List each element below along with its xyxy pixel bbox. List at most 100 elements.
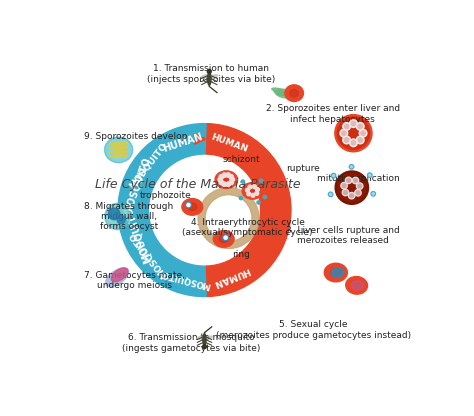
Text: MOSQUITO: MOSQUITO [123,156,153,215]
Circle shape [335,115,372,152]
Ellipse shape [109,155,128,158]
Circle shape [248,185,252,189]
Text: mitotic replication: mitotic replication [317,173,400,183]
Ellipse shape [105,137,133,163]
Circle shape [333,175,335,177]
Text: 3. Liver cells rupture and
merozoites released: 3. Liver cells rupture and merozoites re… [286,226,400,245]
Circle shape [346,178,350,182]
Text: 4. Intraerythrocytic cycle
(asexual/symptomatic cycle): 4. Intraerythrocytic cycle (asexual/symp… [182,218,313,238]
Ellipse shape [205,336,212,339]
Circle shape [226,182,230,186]
Circle shape [251,193,255,197]
Circle shape [117,215,125,224]
Ellipse shape [278,89,290,93]
Ellipse shape [111,268,128,282]
Circle shape [342,189,349,196]
Circle shape [361,131,365,136]
Circle shape [202,345,206,349]
Circle shape [229,175,233,179]
Circle shape [335,171,368,204]
Circle shape [348,193,355,199]
Ellipse shape [352,281,363,290]
Text: trophozoite: trophozoite [140,191,191,200]
Circle shape [343,123,350,130]
Circle shape [229,180,233,185]
Text: MOSQUITO: MOSQUITO [128,141,169,191]
Ellipse shape [285,85,303,102]
Text: HUMAN: HUMAN [211,265,251,287]
Circle shape [367,173,372,178]
Ellipse shape [352,281,362,289]
Ellipse shape [248,187,257,195]
Text: Life Cycle of the Malaria Parasite: Life Cycle of the Malaria Parasite [95,178,301,191]
Wedge shape [207,124,291,297]
Circle shape [351,121,356,126]
Circle shape [356,123,364,130]
Circle shape [186,202,191,208]
Ellipse shape [109,151,128,154]
Circle shape [226,173,230,177]
Circle shape [218,177,222,182]
Ellipse shape [346,277,367,294]
Circle shape [224,236,227,239]
Circle shape [109,208,120,220]
Circle shape [342,131,346,136]
Circle shape [219,175,224,179]
Circle shape [350,194,354,198]
Ellipse shape [182,198,203,215]
Ellipse shape [274,91,285,95]
Circle shape [246,188,249,192]
Text: 8. Migrates through
midgut wall,
forms oocyst: 8. Migrates through midgut wall, forms o… [84,202,173,231]
Ellipse shape [221,176,231,183]
Wedge shape [118,124,208,297]
Ellipse shape [213,230,234,247]
Circle shape [359,129,367,137]
Text: 5. Sexual cycle
(merozoites produce gametocytes instead): 5. Sexual cycle (merozoites produce game… [216,320,411,340]
Ellipse shape [106,268,128,287]
Circle shape [341,183,347,189]
Circle shape [187,203,190,207]
Circle shape [260,179,263,182]
Ellipse shape [276,93,287,98]
Ellipse shape [219,235,228,243]
Circle shape [343,136,350,144]
Text: 7. Gametocytes mate,
undergo meiosis: 7. Gametocytes mate, undergo meiosis [84,271,185,290]
Text: 6. Transmission to mosquito
(ingests gametocytes via bite): 6. Transmission to mosquito (ingests gam… [122,333,261,353]
Circle shape [247,192,251,196]
Circle shape [351,166,353,168]
Circle shape [222,173,227,177]
Circle shape [372,193,374,195]
Ellipse shape [188,203,197,210]
Circle shape [338,173,366,202]
Ellipse shape [210,75,218,78]
Text: 2. Sporozoites enter liver and
infect hepatocytes: 2. Sporozoites enter liver and infect he… [266,104,400,124]
Circle shape [255,191,259,195]
Circle shape [369,174,371,176]
Ellipse shape [331,268,341,277]
Circle shape [352,177,359,184]
Wedge shape [198,188,259,248]
Ellipse shape [290,89,298,97]
Ellipse shape [324,263,347,282]
Ellipse shape [215,171,237,188]
Circle shape [358,184,362,188]
Ellipse shape [201,75,209,78]
Circle shape [351,141,356,145]
Circle shape [337,117,369,149]
Circle shape [219,180,224,185]
Text: 1. Transmission to human
(injects sporozoites via bite): 1. Transmission to human (injects sporoz… [147,64,275,84]
Circle shape [263,196,266,198]
Circle shape [331,173,336,178]
Circle shape [222,182,227,186]
Circle shape [239,196,243,200]
Circle shape [349,165,354,169]
Text: 9. Sporozoites develop: 9. Sporozoites develop [84,132,188,141]
Circle shape [354,178,357,183]
Ellipse shape [197,336,204,339]
Circle shape [207,69,211,73]
Circle shape [329,193,332,196]
Text: rupture: rupture [286,164,320,173]
Circle shape [253,185,256,188]
Circle shape [255,188,259,191]
Text: schizont: schizont [222,155,260,163]
